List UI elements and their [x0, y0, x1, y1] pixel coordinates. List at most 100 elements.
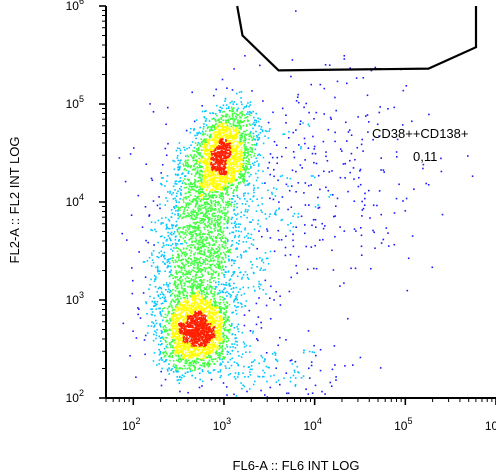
event-dot	[211, 185, 214, 187]
event-dot	[192, 322, 195, 324]
event-dot	[215, 332, 218, 334]
event-dot	[213, 304, 216, 307]
event-dot	[212, 148, 215, 151]
event-dot	[204, 193, 207, 195]
event-dot	[255, 121, 258, 124]
event-dot	[201, 245, 203, 248]
event-dot	[137, 307, 139, 309]
event-dot	[236, 344, 239, 346]
event-dot	[200, 205, 202, 208]
event-dot	[189, 340, 191, 343]
event-dot	[182, 231, 184, 233]
event-dot	[220, 186, 222, 188]
event-dot	[190, 278, 193, 280]
event-dot	[219, 291, 222, 294]
event-dot	[174, 182, 176, 185]
event-dot	[165, 197, 167, 199]
event-dot	[198, 348, 200, 351]
event-dot	[177, 290, 180, 293]
event-dot	[229, 198, 231, 200]
event-dot	[207, 198, 210, 200]
event-dot	[208, 305, 211, 307]
event-dot	[244, 135, 246, 137]
event-dot	[194, 377, 197, 379]
event-dot	[219, 206, 222, 209]
event-dot	[215, 315, 217, 318]
event-dot	[182, 325, 184, 327]
event-dot	[215, 266, 217, 269]
event-dot	[231, 343, 233, 345]
event-dot	[218, 334, 220, 337]
event-dot	[224, 145, 227, 147]
event-dot	[239, 177, 241, 180]
event-dot	[205, 334, 207, 336]
event-dot	[258, 136, 261, 139]
event-dot	[211, 345, 213, 348]
event-dot	[212, 327, 214, 330]
event-dot	[190, 308, 192, 310]
event-dot	[221, 318, 223, 321]
event-dot	[209, 191, 211, 193]
event-dot	[203, 321, 205, 324]
event-dot	[214, 288, 217, 290]
event-dot	[214, 322, 216, 325]
event-dot	[204, 170, 206, 173]
event-dot	[200, 160, 202, 162]
event-dot	[195, 148, 198, 150]
event-dot	[218, 265, 221, 267]
event-dot	[219, 180, 221, 183]
event-dot	[182, 320, 185, 323]
event-dot	[219, 128, 221, 131]
event-dot	[191, 374, 193, 377]
event-dot	[227, 127, 229, 130]
event-dot	[177, 271, 180, 274]
event-dot	[214, 344, 217, 347]
event-dot	[236, 178, 238, 181]
event-dot	[215, 306, 218, 308]
event-dot	[193, 150, 196, 152]
event-dot	[213, 298, 215, 300]
event-dot	[237, 183, 240, 185]
event-dot	[206, 143, 208, 146]
event-dot	[200, 198, 203, 200]
event-dot	[188, 239, 190, 241]
event-dot	[228, 158, 231, 160]
event-dot	[195, 353, 198, 356]
event-dot	[208, 196, 211, 199]
event-dot	[223, 288, 225, 291]
event-dot	[226, 166, 229, 169]
event-dot	[201, 171, 203, 173]
event-dot	[240, 90, 243, 93]
event-dot	[192, 230, 195, 232]
event-dot	[226, 135, 229, 138]
event-dot	[236, 256, 239, 258]
event-dot	[193, 361, 195, 363]
event-dot	[197, 340, 200, 342]
event-dot	[161, 310, 164, 312]
event-dot	[215, 330, 218, 332]
event-dot	[200, 319, 203, 321]
event-dot	[210, 259, 213, 262]
event-dot	[258, 125, 260, 127]
event-dot	[225, 203, 227, 206]
event-dot	[206, 321, 208, 323]
event-dot	[225, 320, 227, 323]
event-dot	[251, 144, 253, 146]
event-dot	[193, 346, 195, 348]
event-dot	[194, 312, 196, 314]
event-dot	[158, 196, 160, 198]
event-dot	[186, 245, 189, 247]
event-dot	[220, 156, 222, 159]
event-dot	[202, 281, 205, 284]
event-dot	[243, 130, 245, 133]
event-dot	[168, 363, 170, 365]
event-dot	[181, 182, 184, 184]
event-dot	[209, 307, 211, 310]
event-dot	[208, 260, 211, 263]
event-dot	[210, 158, 212, 160]
event-dot	[183, 365, 185, 367]
event-dot	[231, 244, 233, 246]
event-dot	[229, 102, 232, 104]
event-dot	[160, 356, 163, 359]
event-dot	[226, 239, 229, 241]
